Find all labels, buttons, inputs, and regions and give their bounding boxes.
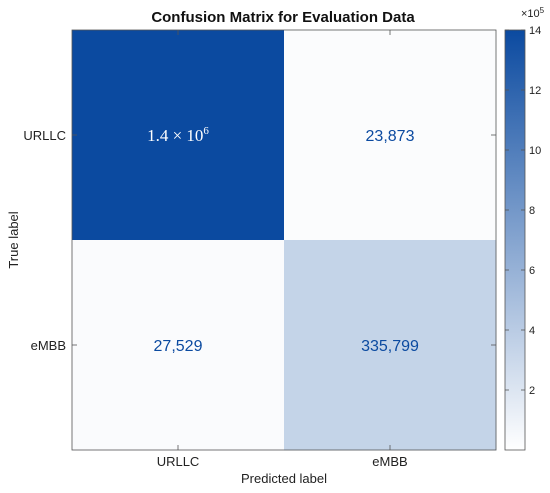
y-axis-label: True label	[6, 211, 21, 268]
colorbar	[504, 29, 526, 451]
x-tick-label: eMBB	[372, 454, 407, 469]
x-axis-label: Predicted label	[241, 471, 327, 486]
colorbar-tick-label: 12	[529, 85, 541, 97]
matrix-cell	[284, 30, 497, 241]
colorbar-ticks: 2 4 6 8 10 12 14	[505, 25, 541, 397]
matrix-cell	[284, 240, 497, 451]
colorbar-tick-label: 8	[529, 205, 535, 217]
y-tick-label: URLLC	[23, 128, 66, 143]
x-tick-label: URLLC	[157, 454, 200, 469]
cell-label: 23,873	[366, 128, 415, 145]
colorbar-tick-label: 2	[529, 385, 535, 397]
colorbar-tick-label: 4	[529, 325, 535, 337]
cell-label: 335,799	[361, 338, 419, 355]
matrix-cell	[72, 240, 285, 451]
matrix-cell	[72, 30, 285, 241]
cell-label: 27,529	[154, 338, 203, 355]
colorbar-multiplier: ×105	[521, 6, 545, 20]
colorbar-tick-label: 6	[529, 265, 535, 277]
plot-frame	[71, 29, 497, 451]
cell-label: 1.4 × 106	[147, 125, 209, 145]
matrix-cells: 1.4 × 106 23,873 27,529 335,799	[72, 30, 497, 451]
y-tick-label: eMBB	[31, 338, 66, 353]
colorbar-tick-label: 10	[529, 145, 541, 157]
colorbar-tick-label: 14	[529, 25, 541, 37]
colorbar-multiplier-exponent: 5	[540, 6, 545, 15]
axis-ticks: URLLC eMBB URLLC eMBB	[23, 30, 496, 469]
chart-title: Confusion Matrix for Evaluation Data	[151, 9, 415, 26]
